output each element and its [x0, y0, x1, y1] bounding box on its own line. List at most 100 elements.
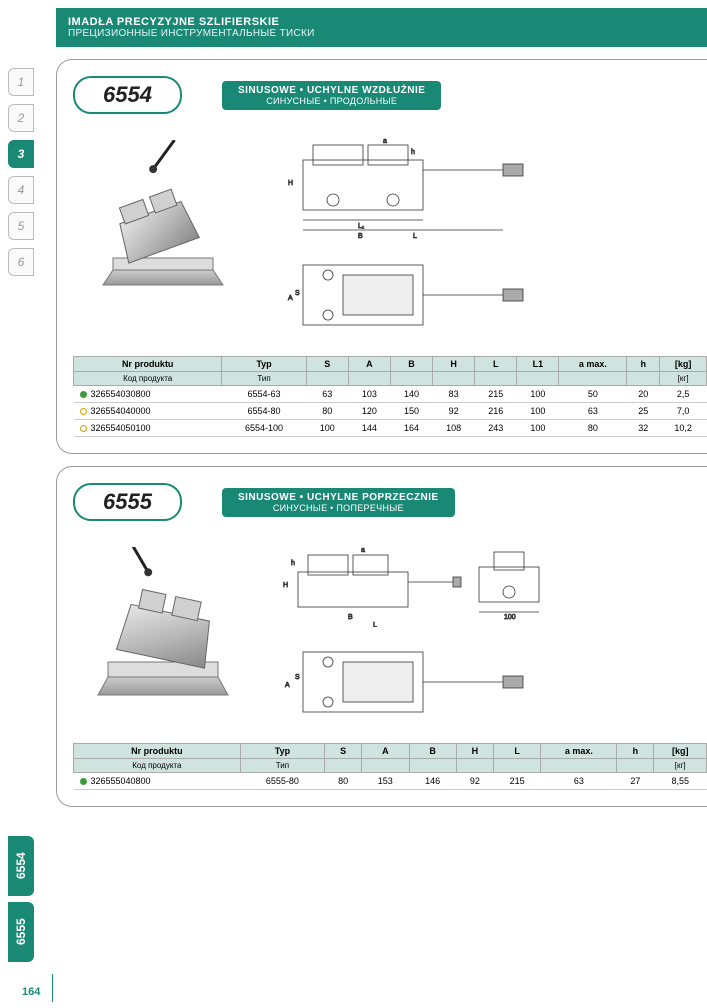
cell: 8,55 [654, 773, 707, 790]
cell: 63 [541, 773, 617, 790]
col-subheader [617, 759, 654, 773]
cell: 2,5 [660, 386, 707, 403]
cell: 20 [627, 386, 660, 403]
col-header: Nr produktu [74, 357, 222, 372]
model-pill: 6555 [73, 483, 182, 521]
col-header: S [325, 744, 362, 759]
cell: 6554-100 [222, 420, 306, 437]
cell: 164 [390, 420, 432, 437]
tech-diagrams: H h a B L 100 [273, 537, 707, 727]
svg-text:B: B [358, 233, 363, 240]
col-subheader: [кг] [660, 372, 707, 386]
svg-text:L: L [413, 233, 417, 240]
side-tab-5[interactable]: 5 [8, 212, 34, 240]
product-table-6555: Nr produktuTypSABHLa max.h[kg]Код продук… [73, 743, 707, 790]
table-row: 3265540501006554-10010014416410824310080… [74, 420, 707, 437]
product-photo [73, 537, 253, 717]
col-header: Nr produktu [74, 744, 241, 759]
cell-code: 326554030800 [74, 386, 222, 403]
cell: 50 [559, 386, 627, 403]
col-header: B [390, 357, 432, 372]
cell: 150 [390, 403, 432, 420]
svg-text:a: a [383, 138, 387, 145]
header-title: IMADŁA PRECYZYJNE SZLIFIERSKIE [68, 16, 695, 28]
cell: 80 [559, 420, 627, 437]
desc-pill: SINUSOWE • UCHYLNE WZDŁUŻNIE СИНУСНЫЕ • … [222, 81, 442, 110]
bottom-tabs: 6554 6555 [8, 836, 34, 968]
svg-text:100: 100 [504, 614, 516, 621]
col-subheader [306, 372, 348, 386]
svg-text:S: S [295, 290, 300, 297]
svg-text:A: A [288, 295, 293, 302]
status-dot-icon [80, 425, 87, 432]
cell: 92 [433, 403, 475, 420]
cell: 6554-80 [222, 403, 306, 420]
cell: 215 [493, 773, 540, 790]
cell: 100 [306, 420, 348, 437]
svg-text:h: h [291, 560, 295, 567]
table-row: 3265550408006555-80801531469221563278,55 [74, 773, 707, 790]
status-dot-icon [80, 408, 87, 415]
cell: 120 [348, 403, 390, 420]
col-subheader [348, 372, 390, 386]
svg-text:a: a [361, 547, 365, 554]
bottom-tab-6554[interactable]: 6554 [8, 836, 34, 896]
col-subheader [456, 759, 493, 773]
col-header: a max. [541, 744, 617, 759]
cell: 146 [409, 773, 456, 790]
col-header: H [433, 357, 475, 372]
col-subheader [627, 372, 660, 386]
col-header: A [362, 744, 409, 759]
side-tab-1[interactable]: 1 [8, 68, 34, 96]
svg-text:L₁: L₁ [358, 223, 365, 230]
col-header: [kg] [660, 357, 707, 372]
col-header: A [348, 357, 390, 372]
desc-line2: СИНУСНЫЕ • ПОПЕРЕЧНЫЕ [238, 503, 439, 513]
side-tab-4[interactable]: 4 [8, 176, 34, 204]
col-subheader: Тип [240, 759, 324, 773]
svg-text:B: B [348, 614, 353, 621]
cell: 103 [348, 386, 390, 403]
col-subheader [493, 759, 540, 773]
svg-text:H: H [288, 180, 293, 187]
side-tab-3[interactable]: 3 [8, 140, 34, 168]
bottom-tab-6555[interactable]: 6555 [8, 902, 34, 962]
side-tab-2[interactable]: 2 [8, 104, 34, 132]
cell: 216 [475, 403, 517, 420]
cell: 27 [617, 773, 654, 790]
header-subtitle: ПРЕЦИЗИОННЫЕ ИНСТРУМЕНТАЛЬНЫЕ ТИСКИ [68, 28, 695, 39]
cell: 215 [475, 386, 517, 403]
page-header: IMADŁA PRECYZYJNE SZLIFIERSKIE ПРЕЦИЗИОН… [56, 8, 707, 47]
col-header: h [627, 357, 660, 372]
desc-line1: SINUSOWE • UCHYLNE WZDŁUŻNIE [238, 85, 426, 96]
col-subheader: [кг] [654, 759, 707, 773]
cell: 6554-63 [222, 386, 306, 403]
col-subheader [362, 759, 409, 773]
cell: 153 [362, 773, 409, 790]
col-header: B [409, 744, 456, 759]
cell: 100 [517, 420, 559, 437]
cell: 32 [627, 420, 660, 437]
col-subheader [517, 372, 559, 386]
col-subheader: Код продукта [74, 372, 222, 386]
cell: 25 [627, 403, 660, 420]
content-row: H h a B L 100 [73, 537, 707, 727]
cell: 140 [390, 386, 432, 403]
col-header: h [617, 744, 654, 759]
table-row: 3265540308006554-63631031408321510050202… [74, 386, 707, 403]
page-number: 164 [22, 986, 40, 998]
cell: 80 [325, 773, 362, 790]
cell: 108 [433, 420, 475, 437]
col-header: S [306, 357, 348, 372]
col-header: L1 [517, 357, 559, 372]
side-tab-6[interactable]: 6 [8, 248, 34, 276]
status-dot-icon [80, 391, 87, 398]
cell: 7,0 [660, 403, 707, 420]
col-subheader [475, 372, 517, 386]
product-table-6554: Nr produktuTypSABHLL1a max.h[kg]Код прод… [73, 356, 707, 437]
cell-code: 326555040800 [74, 773, 241, 790]
section-head: 6554 SINUSOWE • UCHYLNE WZDŁUŻNIE СИНУСН… [73, 76, 707, 114]
cell: 100 [517, 386, 559, 403]
side-tabs: 1 2 3 4 5 6 [8, 68, 34, 284]
table-row: 3265540400006554-80801201509221610063257… [74, 403, 707, 420]
